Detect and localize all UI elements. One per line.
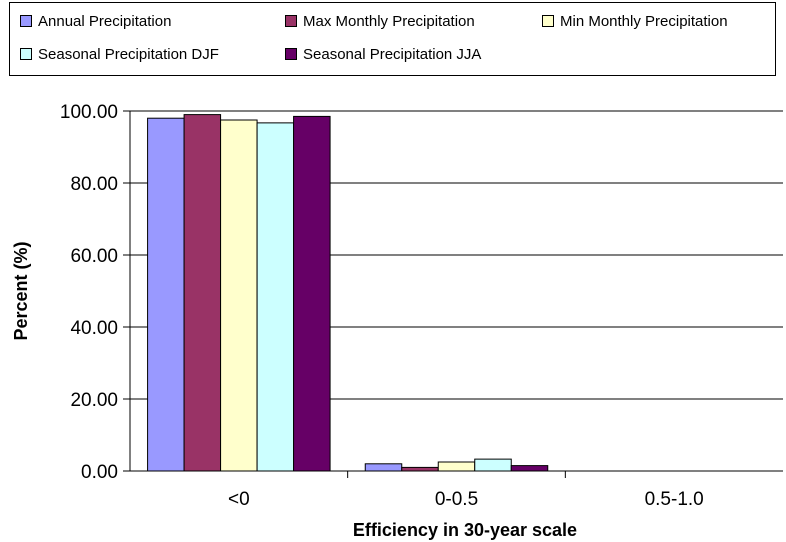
- bar: [510, 465, 549, 472]
- bar: [364, 463, 403, 472]
- bar: [183, 114, 222, 472]
- bar: [474, 458, 512, 472]
- bar: [147, 117, 185, 472]
- legend-item-max-monthly: Max Monthly Precipitation: [285, 12, 475, 30]
- legend-label-max-monthly: Max Monthly Precipitation: [303, 12, 475, 30]
- legend-swatch-max-monthly: [285, 15, 297, 27]
- legend-swatch-djf: [20, 48, 32, 60]
- legend-item-annual: Annual Precipitation: [20, 12, 171, 30]
- x-tick-label: 0.5-1.0: [645, 489, 704, 510]
- legend-label-annual: Annual Precipitation: [38, 12, 172, 30]
- y-tick-label: 80.00: [70, 174, 118, 195]
- y-tick-label: 40.00: [70, 318, 118, 339]
- legend-item-djf: Seasonal Precipitation DJF: [20, 45, 219, 63]
- y-tick-label: 0.00: [81, 462, 118, 483]
- bar: [401, 466, 439, 472]
- legend-item-jja: Seasonal Precipitation JJA: [285, 45, 481, 63]
- axes: [123, 110, 783, 478]
- legend-swatch-annual: [20, 15, 32, 27]
- y-tick-label: 100.00: [60, 102, 118, 123]
- x-tick-label: 0-0.5: [435, 489, 478, 510]
- y-tick-label: 60.00: [70, 246, 118, 267]
- bar: [220, 119, 258, 472]
- bars: [147, 114, 549, 472]
- legend-swatch-min-monthly: [542, 15, 554, 27]
- legend-item-min-monthly: Min Monthly Precipitation: [542, 12, 728, 30]
- bar: [437, 461, 476, 472]
- y-tick-label: 20.00: [70, 390, 118, 411]
- x-tick-label: <0: [228, 489, 250, 510]
- tick-labels: 0.00 20.00 40.00 60.00 80.00 100.00 <0 0-0.5 0.5…: [60, 102, 704, 510]
- legend-label-min-monthly: Min Monthly Precipitation: [560, 12, 728, 30]
- legend: Annual Precipitation Max Monthly Precipi…: [9, 2, 776, 76]
- legend-swatch-jja: [285, 48, 297, 60]
- legend-label-djf: Seasonal Precipitation DJF: [38, 45, 219, 63]
- bar: [293, 115, 331, 472]
- bar: [256, 122, 295, 472]
- y-axis-title: Percent (%): [11, 241, 31, 340]
- legend-label-jja: Seasonal Precipitation JJA: [303, 45, 482, 63]
- x-axis-title: Efficiency in 30-year scale: [353, 520, 577, 540]
